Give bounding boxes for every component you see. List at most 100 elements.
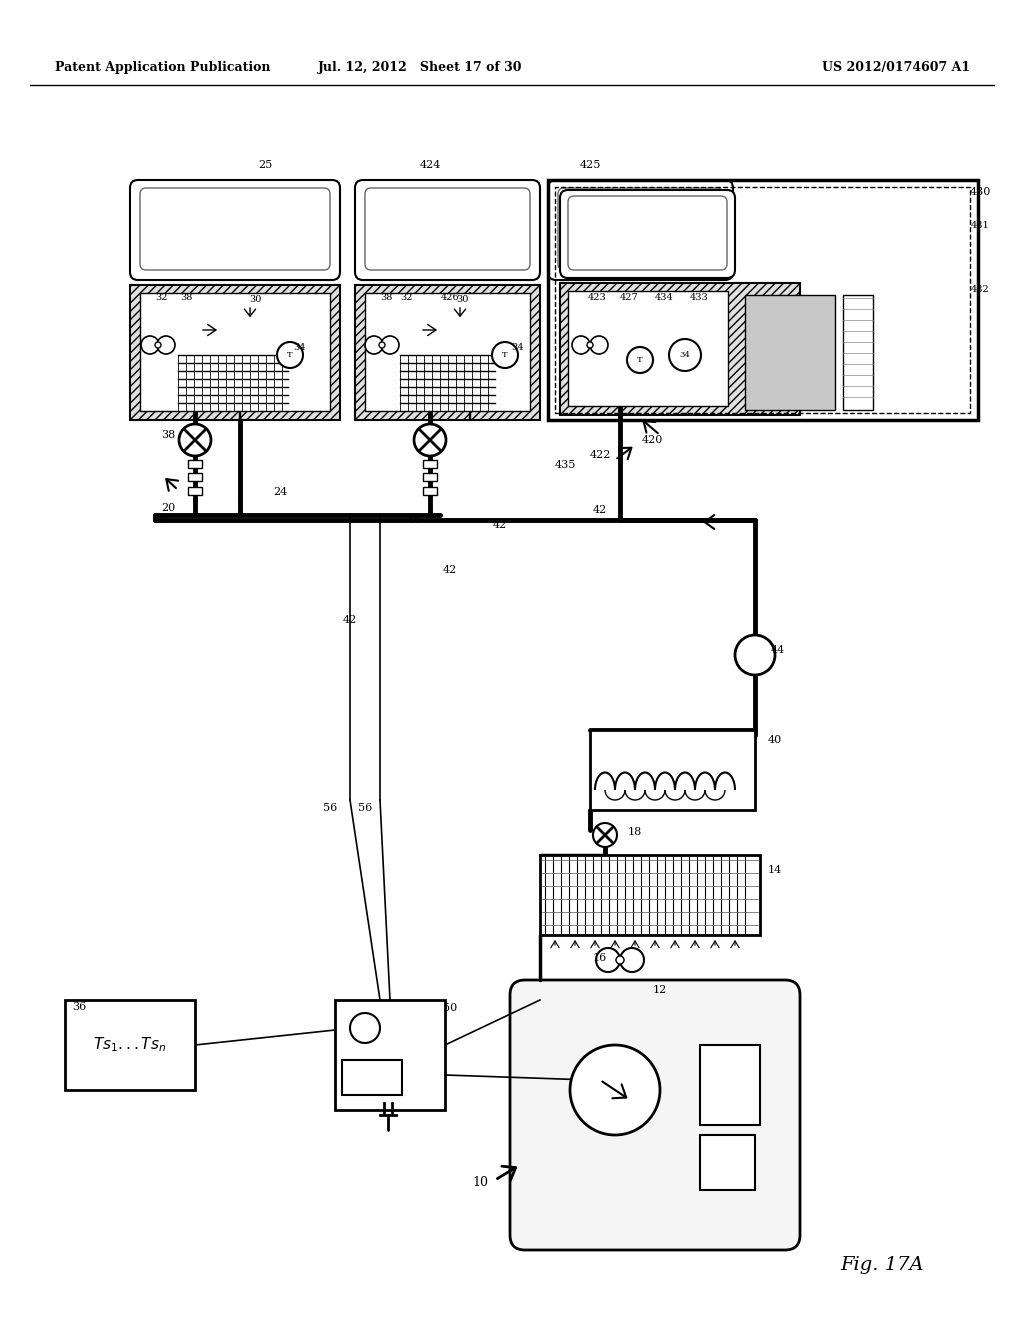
Bar <box>355 285 540 420</box>
Bar <box>843 294 873 411</box>
Circle shape <box>278 342 303 368</box>
Text: 24: 24 <box>272 487 287 498</box>
Circle shape <box>593 822 617 847</box>
Text: 434: 434 <box>655 293 674 302</box>
Bar <box>65 1001 195 1090</box>
Circle shape <box>492 342 518 368</box>
FancyBboxPatch shape <box>140 187 330 271</box>
Text: 40: 40 <box>768 735 782 744</box>
Text: 423: 423 <box>588 293 607 302</box>
Text: 12: 12 <box>653 985 667 995</box>
Text: 16: 16 <box>593 953 607 964</box>
Text: 420: 420 <box>641 436 663 445</box>
Circle shape <box>381 337 399 354</box>
Bar <box>188 459 202 469</box>
Circle shape <box>365 337 383 354</box>
Text: 44: 44 <box>771 645 785 655</box>
Bar <box>700 1045 760 1125</box>
Text: 50: 50 <box>442 1003 457 1012</box>
Bar <box>365 293 530 411</box>
Text: US 2012/0174607 A1: US 2012/0174607 A1 <box>822 62 970 74</box>
FancyBboxPatch shape <box>558 187 723 271</box>
Text: 30: 30 <box>249 296 261 305</box>
Text: 32: 32 <box>155 293 168 302</box>
Text: 46: 46 <box>156 515 170 525</box>
Circle shape <box>627 347 653 374</box>
Circle shape <box>570 1045 660 1135</box>
Text: 432: 432 <box>971 285 989 294</box>
FancyBboxPatch shape <box>560 190 735 279</box>
Circle shape <box>572 337 590 354</box>
Text: 422: 422 <box>590 450 610 459</box>
Bar <box>555 187 970 413</box>
Text: Jul. 12, 2012   Sheet 17 of 30: Jul. 12, 2012 Sheet 17 of 30 <box>317 62 522 74</box>
FancyBboxPatch shape <box>355 180 540 280</box>
Bar <box>188 487 202 495</box>
Bar <box>590 730 755 810</box>
Circle shape <box>587 342 593 348</box>
FancyBboxPatch shape <box>130 180 340 280</box>
Text: 430: 430 <box>970 187 990 197</box>
Text: $Ts_1...Ts_n$: $Ts_1...Ts_n$ <box>93 1036 167 1055</box>
Circle shape <box>350 1012 380 1043</box>
Text: 10: 10 <box>472 1176 488 1188</box>
Text: 30: 30 <box>456 296 468 305</box>
Bar <box>423 487 437 495</box>
Text: 42: 42 <box>442 565 457 576</box>
Text: 34: 34 <box>680 351 690 359</box>
Circle shape <box>155 342 161 348</box>
Bar <box>423 473 437 480</box>
FancyBboxPatch shape <box>568 195 727 271</box>
Text: 42: 42 <box>593 506 607 515</box>
Text: 435: 435 <box>554 459 575 470</box>
Text: 427: 427 <box>620 293 639 302</box>
Circle shape <box>620 948 644 972</box>
Text: 424: 424 <box>419 160 440 170</box>
Text: 426: 426 <box>440 293 460 302</box>
Text: 34: 34 <box>512 342 524 351</box>
Bar <box>342 1060 402 1096</box>
FancyBboxPatch shape <box>548 180 733 280</box>
FancyBboxPatch shape <box>510 979 800 1250</box>
Text: 56: 56 <box>357 803 372 813</box>
Bar <box>140 293 330 411</box>
Bar <box>560 282 800 414</box>
Text: 18: 18 <box>628 828 642 837</box>
Text: Fig. 17A: Fig. 17A <box>840 1257 924 1274</box>
Text: Patent Application Publication: Patent Application Publication <box>55 62 270 74</box>
Circle shape <box>735 635 775 675</box>
Text: 46: 46 <box>408 515 422 525</box>
Text: 42: 42 <box>343 615 357 624</box>
Circle shape <box>616 956 624 964</box>
FancyBboxPatch shape <box>365 187 530 271</box>
Circle shape <box>179 424 211 455</box>
Bar <box>540 855 760 935</box>
Text: T: T <box>637 356 643 364</box>
Text: T: T <box>287 351 293 359</box>
Text: 36: 36 <box>72 1002 86 1012</box>
Text: 32: 32 <box>400 293 413 302</box>
Text: 34: 34 <box>294 342 306 351</box>
Circle shape <box>141 337 159 354</box>
Text: 25: 25 <box>258 160 272 170</box>
Text: 425: 425 <box>580 160 601 170</box>
Text: 433: 433 <box>690 293 709 302</box>
Text: 38: 38 <box>161 430 175 440</box>
Bar <box>700 1135 755 1191</box>
Circle shape <box>596 948 620 972</box>
Circle shape <box>414 424 446 455</box>
Bar <box>130 285 340 420</box>
Text: 56: 56 <box>323 803 337 813</box>
Circle shape <box>379 342 385 348</box>
Bar <box>335 1001 445 1110</box>
Text: 14: 14 <box>768 865 782 875</box>
Bar <box>423 459 437 469</box>
Circle shape <box>669 339 701 371</box>
Circle shape <box>157 337 175 354</box>
Bar <box>745 294 835 411</box>
Text: 20: 20 <box>161 503 175 513</box>
Bar <box>548 180 978 420</box>
Bar <box>188 473 202 480</box>
Text: 38: 38 <box>180 293 193 302</box>
Text: 38: 38 <box>380 293 392 302</box>
